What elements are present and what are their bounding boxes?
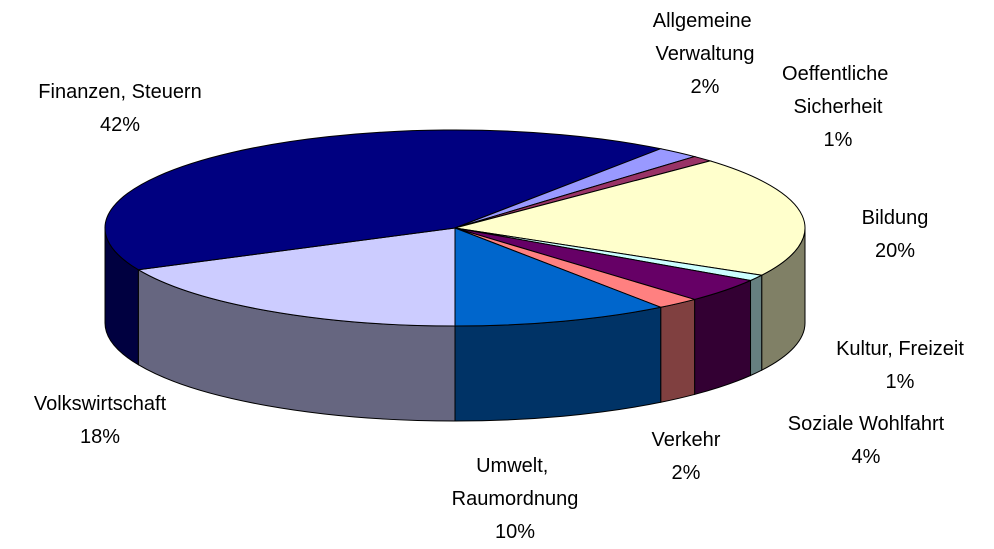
slice — [136, 227, 456, 327]
value-label: 2% — [672, 462, 701, 484]
value-label: 1% — [886, 371, 915, 393]
label-line: Umwelt, — [476, 455, 554, 477]
slice — [454, 160, 806, 276]
slice-side — [660, 298, 696, 403]
slice-label: Finanzen, Steuern — [38, 81, 201, 103]
label-line: Finanzen, Steuern — [38, 81, 201, 103]
slice-label: Oeffentliche Sicherheit — [782, 63, 894, 118]
slice-label: Kultur, Freizeit — [836, 338, 964, 360]
slice-label: Allgemeine Verwaltung — [653, 10, 758, 65]
value-label: 42% — [100, 114, 140, 136]
value-label: 20% — [875, 240, 915, 262]
value-label: 2% — [691, 76, 720, 98]
label-line: Kultur, Freizeit — [836, 338, 964, 360]
slice — [104, 129, 663, 271]
label-line: Soziale Wohlfahrt — [788, 413, 945, 435]
slice-label: Soziale Wohlfahrt — [788, 413, 945, 435]
slice-label: Umwelt, Raumordnung — [452, 455, 579, 510]
slice-side — [750, 274, 763, 377]
value-label: 4% — [852, 446, 881, 468]
label-line: Verwaltung — [656, 43, 755, 65]
label-line: Volkswirtschaft — [34, 393, 167, 415]
slice-label: Verkehr — [652, 429, 721, 451]
label-line: Sicherheit — [794, 96, 883, 118]
value-label: 10% — [495, 521, 535, 543]
label-line: Verkehr — [652, 429, 721, 451]
label-line: Raumordnung — [452, 488, 579, 510]
slice-label: Volkswirtschaft — [34, 393, 167, 415]
value-label: 1% — [824, 129, 853, 151]
slice-label: Bildung — [862, 207, 929, 229]
value-label: 18% — [80, 426, 120, 448]
label-line: Allgemeine — [653, 10, 758, 32]
label-line: Oeffentliche — [782, 63, 894, 85]
label-line: Bildung — [862, 207, 929, 229]
slice — [454, 227, 663, 327]
